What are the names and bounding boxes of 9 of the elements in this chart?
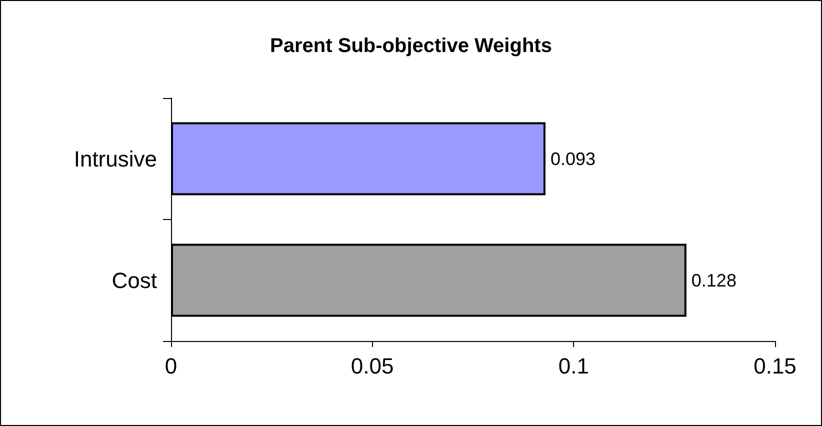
data-label: 0.093 (550, 148, 596, 169)
data-label: 0.128 (691, 270, 736, 290)
chart-title: Parent Sub-objective Weights (270, 35, 552, 57)
x-tick-label: 0 (164, 354, 178, 378)
y-tick-label: Cost (112, 268, 157, 293)
y-tick-label: Intrusive (74, 146, 157, 172)
x-tick-label: 0.15 (754, 354, 796, 378)
x-tick-label: 0.05 (350, 354, 394, 378)
x-tick-label: 0.1 (558, 354, 589, 378)
